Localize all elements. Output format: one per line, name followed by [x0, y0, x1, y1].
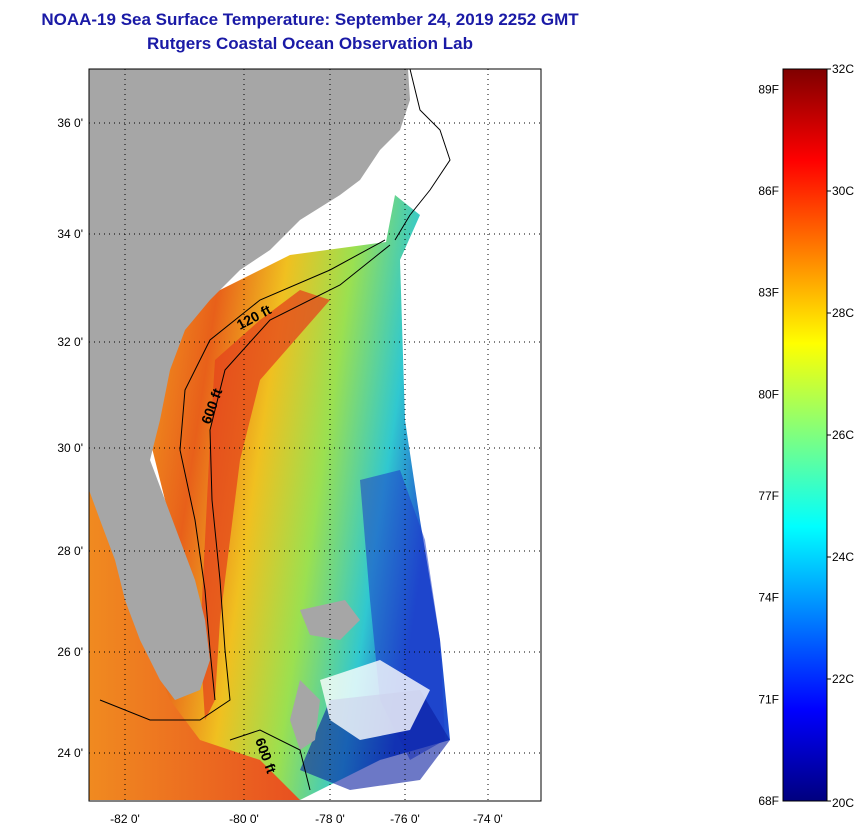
gulf-stream-band [200, 290, 330, 720]
contour-outer [394, 69, 451, 241]
celsius-label: 26C [832, 428, 854, 442]
latitude-label: 30 0' [57, 441, 83, 455]
map-title: NOAA-19 Sea Surface Temperature: Septemb… [41, 10, 579, 29]
celsius-label: 22C [832, 672, 854, 686]
fahrenheit-label: 89F [758, 82, 779, 96]
map-subtitle: Rutgers Coastal Ocean Observation Lab [147, 34, 473, 53]
fahrenheit-label: 68F [758, 794, 779, 808]
longitude-label: -78 0' [315, 812, 345, 826]
contour-600ft [99, 244, 391, 721]
colorbar-ramp [782, 68, 828, 802]
latitude-label: 32 0' [57, 335, 83, 349]
bahamas-island [290, 680, 320, 750]
sst-gulf [89, 490, 300, 800]
fahrenheit-label: 86F [758, 184, 779, 198]
latitude-label: 24 0' [57, 746, 83, 760]
land-southeast-us [89, 69, 410, 700]
contour-600ft-south [229, 729, 311, 791]
cloud-mask [320, 660, 430, 740]
fahrenheit-label: 77F [758, 489, 779, 503]
longitude-label: -74 0' [473, 812, 503, 826]
longitude-label: -80 0' [229, 812, 259, 826]
celsius-label: 28C [832, 306, 854, 320]
map-frame [88, 68, 542, 802]
longitude-label: -76 0' [390, 812, 420, 826]
celsius-label: 30C [832, 184, 854, 198]
celsius-label: 32C [832, 62, 854, 76]
celsius-label: 20C [832, 796, 854, 810]
latitude-label: 36 0' [57, 116, 83, 130]
contour-120ft [179, 239, 386, 701]
fahrenheit-label: 71F [758, 692, 779, 706]
celsius-label: 24C [832, 550, 854, 564]
latitude-label: 26 0' [57, 645, 83, 659]
latitude-label: 28 0' [57, 544, 83, 558]
fahrenheit-label: 74F [758, 591, 779, 605]
fahrenheit-label: 80F [758, 387, 779, 401]
longitude-label: -82 0' [110, 812, 140, 826]
graticule: 36 0' 34 0' 32 0' 30 0' 28 0' 26 0' 24 0' -82 0… [57, 69, 541, 826]
fahrenheit-label: 83F [758, 286, 779, 300]
latitude-label: 34 0' [57, 227, 83, 241]
